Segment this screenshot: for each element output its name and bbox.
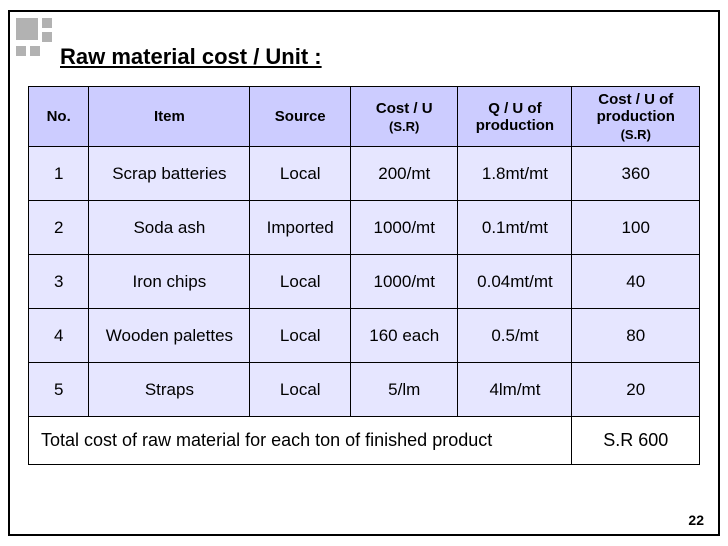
col-header-label: Source <box>275 108 326 125</box>
col-header-label: Item <box>154 108 185 125</box>
cell-item: Straps <box>89 363 250 417</box>
raw-material-table: No. Item Source Cost / U (S.R) Q / U of p… <box>28 86 700 465</box>
cell-no: 5 <box>29 363 89 417</box>
cell-qty_u: 0.5/mt <box>458 309 572 363</box>
cell-item: Scrap batteries <box>89 147 250 201</box>
col-header-item: Item <box>89 87 250 147</box>
col-header-cost-prod: Cost / U of production (S.R) <box>572 87 700 147</box>
col-header-label: Q / U of production <box>476 100 554 134</box>
col-header-cost-u: Cost / U (S.R) <box>351 87 458 147</box>
col-header-qty: Q / U of production <box>458 87 572 147</box>
cell-item: Soda ash <box>89 201 250 255</box>
col-header-label: No. <box>47 108 71 125</box>
table-row: 4Wooden palettesLocal160 each0.5/mt80 <box>29 309 700 363</box>
table-row: 5StrapsLocal5/lm4lm/mt20 <box>29 363 700 417</box>
footer-value: S.R 600 <box>572 417 700 465</box>
col-header-sub: (S.R) <box>353 119 455 134</box>
cell-item: Wooden palettes <box>89 309 250 363</box>
table-row: 2Soda ashImported1000/mt0.1mt/mt100 <box>29 201 700 255</box>
cell-cost_prod: 100 <box>572 201 700 255</box>
cell-qty_u: 0.04mt/mt <box>458 255 572 309</box>
cell-cost_u: 1000/mt <box>351 201 458 255</box>
cell-no: 4 <box>29 309 89 363</box>
cell-cost_u: 1000/mt <box>351 255 458 309</box>
cell-qty_u: 4lm/mt <box>458 363 572 417</box>
table-header-row: No. Item Source Cost / U (S.R) Q / U of p… <box>29 87 700 147</box>
page-number: 22 <box>688 512 704 528</box>
table-body: 1Scrap batteriesLocal200/mt1.8mt/mt3602S… <box>29 147 700 417</box>
cell-cost_prod: 360 <box>572 147 700 201</box>
cell-source: Local <box>250 255 351 309</box>
cell-no: 1 <box>29 147 89 201</box>
cell-item: Iron chips <box>89 255 250 309</box>
slide-frame: Raw material cost / Unit : No. Item Sour… <box>8 10 720 536</box>
cell-source: Local <box>250 309 351 363</box>
col-header-label: Cost / U <box>376 100 433 117</box>
cell-no: 3 <box>29 255 89 309</box>
slide-title: Raw material cost / Unit : <box>60 44 322 70</box>
table-container: No. Item Source Cost / U (S.R) Q / U of p… <box>28 86 700 465</box>
table-row: 3Iron chipsLocal1000/mt0.04mt/mt40 <box>29 255 700 309</box>
table-footer-row: Total cost of raw material for each ton … <box>29 417 700 465</box>
col-header-source: Source <box>250 87 351 147</box>
cell-cost_prod: 20 <box>572 363 700 417</box>
cell-no: 2 <box>29 201 89 255</box>
cell-cost_u: 160 each <box>351 309 458 363</box>
cell-cost_u: 200/mt <box>351 147 458 201</box>
cell-qty_u: 0.1mt/mt <box>458 201 572 255</box>
table-row: 1Scrap batteriesLocal200/mt1.8mt/mt360 <box>29 147 700 201</box>
col-header-label: Cost / U of production <box>597 91 675 125</box>
footer-label: Total cost of raw material for each ton … <box>29 417 572 465</box>
cell-cost_prod: 80 <box>572 309 700 363</box>
cell-source: Imported <box>250 201 351 255</box>
col-header-no: No. <box>29 87 89 147</box>
col-header-sub: (S.R) <box>574 127 697 142</box>
cell-cost_prod: 40 <box>572 255 700 309</box>
cell-source: Local <box>250 363 351 417</box>
cell-cost_u: 5/lm <box>351 363 458 417</box>
cell-source: Local <box>250 147 351 201</box>
cell-qty_u: 1.8mt/mt <box>458 147 572 201</box>
